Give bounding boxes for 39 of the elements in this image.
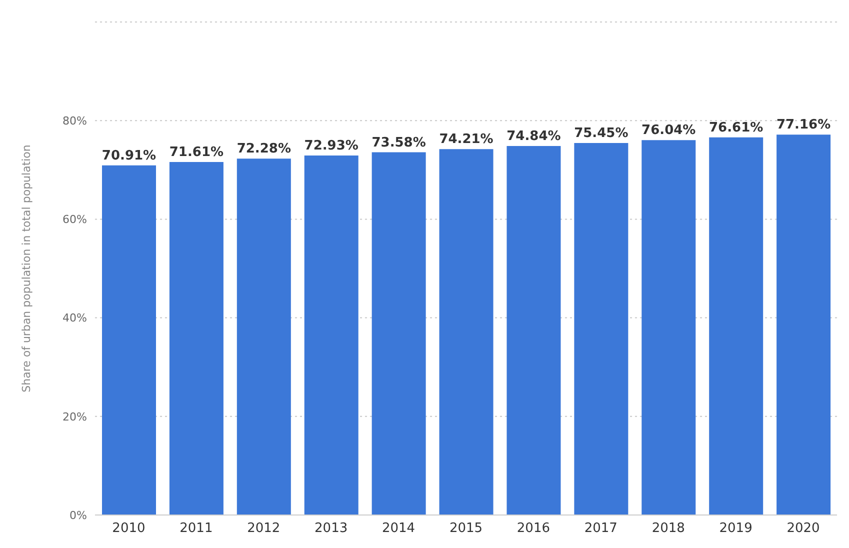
bar [439, 149, 494, 515]
data-label: 73.58% [372, 135, 426, 150]
data-label: 74.21% [439, 132, 494, 148]
data-label: 70.91% [102, 148, 156, 164]
x-tick-label: 2010 [112, 521, 146, 536]
x-tick-label: 2017 [584, 521, 618, 536]
bar [304, 155, 358, 515]
data-label: 75.45% [574, 126, 628, 142]
y-tick-label: 0% [70, 508, 87, 522]
data-label: 71.61% [169, 144, 224, 160]
x-tick-label: 2013 [314, 521, 348, 536]
bar [642, 140, 696, 515]
y-tick-label: 20% [62, 410, 87, 424]
y-tick-label: 60% [62, 213, 87, 226]
bar [709, 137, 764, 515]
bar [372, 152, 426, 515]
bar [102, 165, 156, 515]
data-label: 76.04% [642, 123, 696, 138]
x-tick-label: 2016 [516, 521, 550, 536]
bar [506, 146, 561, 515]
x-tick-label: 2011 [180, 521, 213, 536]
bar [169, 162, 224, 515]
data-label: 72.28% [236, 142, 291, 157]
x-tick-label: 2014 [382, 521, 416, 536]
data-label: 72.93% [304, 138, 358, 154]
y-tick-label: 40% [62, 312, 87, 325]
x-tick-label: 2018 [652, 521, 685, 536]
y-tick-label: 80% [62, 114, 87, 128]
x-tick-label: 2012 [247, 521, 280, 536]
bar [776, 134, 831, 515]
bar [574, 143, 628, 515]
data-label: 77.16% [776, 118, 831, 133]
x-tick-label: 2019 [719, 521, 752, 536]
bar [236, 158, 291, 515]
x-tick-label: 2015 [449, 521, 483, 536]
y-axis-title: Share of urban population in total population [20, 144, 33, 392]
data-label: 74.84% [506, 129, 561, 144]
data-label: 76.61% [709, 120, 764, 136]
x-tick-label: 2020 [786, 521, 820, 536]
